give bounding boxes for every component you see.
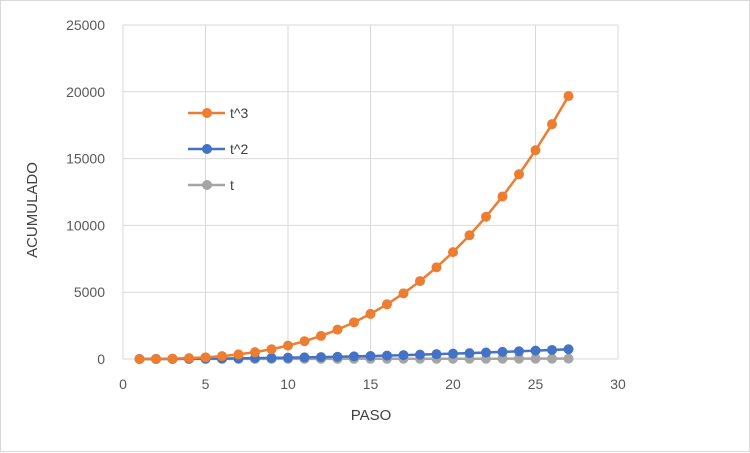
- data-point: [316, 352, 326, 362]
- x-tick-label: 15: [363, 376, 379, 392]
- data-point: [366, 309, 376, 319]
- data-point: [465, 230, 475, 240]
- data-point: [514, 169, 524, 179]
- x-axis-ticks: 0 5 10 15 20 25 30: [119, 376, 626, 392]
- data-point: [234, 349, 244, 359]
- data-point: [564, 91, 574, 101]
- legend-label: t^3: [230, 105, 248, 121]
- data-point: [333, 352, 343, 362]
- data-point: [267, 353, 277, 363]
- data-point: [415, 350, 425, 360]
- y-tick-label: 20000: [66, 84, 105, 100]
- data-point: [316, 331, 326, 341]
- legend-marker: [202, 144, 212, 154]
- y-tick-label: 0: [97, 351, 105, 367]
- y-tick-label: 10000: [66, 217, 105, 233]
- x-tick-label: 0: [119, 376, 127, 392]
- data-point: [415, 276, 425, 286]
- data-point: [399, 350, 409, 360]
- legend-item: t^3: [188, 105, 248, 121]
- data-point: [382, 299, 392, 309]
- y-tick-label: 25000: [66, 17, 105, 33]
- legend-marker: [202, 108, 212, 118]
- data-point: [283, 341, 293, 351]
- data-point: [531, 346, 541, 356]
- y-axis-ticks: 0 5000 10000 15000 20000 25000: [66, 17, 105, 367]
- legend-marker: [202, 180, 212, 190]
- data-point: [184, 353, 194, 363]
- data-point: [481, 348, 491, 358]
- data-point: [564, 354, 574, 364]
- data-point: [349, 317, 359, 327]
- data-point: [333, 325, 343, 335]
- data-point: [498, 347, 508, 357]
- data-point: [250, 347, 260, 357]
- legend: t^3 t^2 t: [188, 105, 248, 193]
- data-point: [168, 354, 178, 364]
- data-point: [432, 262, 442, 272]
- data-point: [267, 344, 277, 354]
- legend-label: t^2: [230, 141, 248, 157]
- data-point: [300, 352, 310, 362]
- y-axis-title: ACUMULADO: [24, 162, 41, 258]
- x-tick-label: 5: [202, 376, 210, 392]
- data-point: [547, 354, 557, 364]
- x-tick-label: 30: [610, 376, 626, 392]
- data-point: [382, 351, 392, 361]
- data-point: [564, 344, 574, 354]
- data-point: [448, 349, 458, 359]
- x-axis-title: PASO: [351, 407, 392, 424]
- legend-item: t^2: [188, 141, 248, 157]
- grid-lines: [123, 25, 618, 359]
- series-t-3: [135, 91, 574, 364]
- data-point: [349, 351, 359, 361]
- data-point: [201, 352, 211, 362]
- data-point: [498, 191, 508, 201]
- x-tick-label: 25: [528, 376, 544, 392]
- data-point: [448, 247, 458, 257]
- data-point: [300, 336, 310, 346]
- data-point: [531, 145, 541, 155]
- series-layer: [135, 91, 574, 364]
- data-point: [283, 353, 293, 363]
- legend-item: t: [188, 177, 234, 193]
- data-point: [432, 349, 442, 359]
- legend-label: t: [230, 177, 234, 193]
- data-point: [217, 351, 227, 361]
- x-tick-label: 10: [280, 376, 296, 392]
- data-point: [547, 119, 557, 129]
- x-tick-label: 20: [445, 376, 461, 392]
- data-point: [399, 288, 409, 298]
- y-tick-label: 15000: [66, 151, 105, 167]
- data-point: [465, 348, 475, 358]
- data-point: [135, 354, 145, 364]
- data-point: [366, 351, 376, 361]
- y-tick-label: 5000: [74, 284, 105, 300]
- data-point: [514, 346, 524, 356]
- series-t-2: [135, 344, 574, 364]
- data-point: [151, 354, 161, 364]
- data-point: [481, 212, 491, 222]
- data-point: [547, 345, 557, 355]
